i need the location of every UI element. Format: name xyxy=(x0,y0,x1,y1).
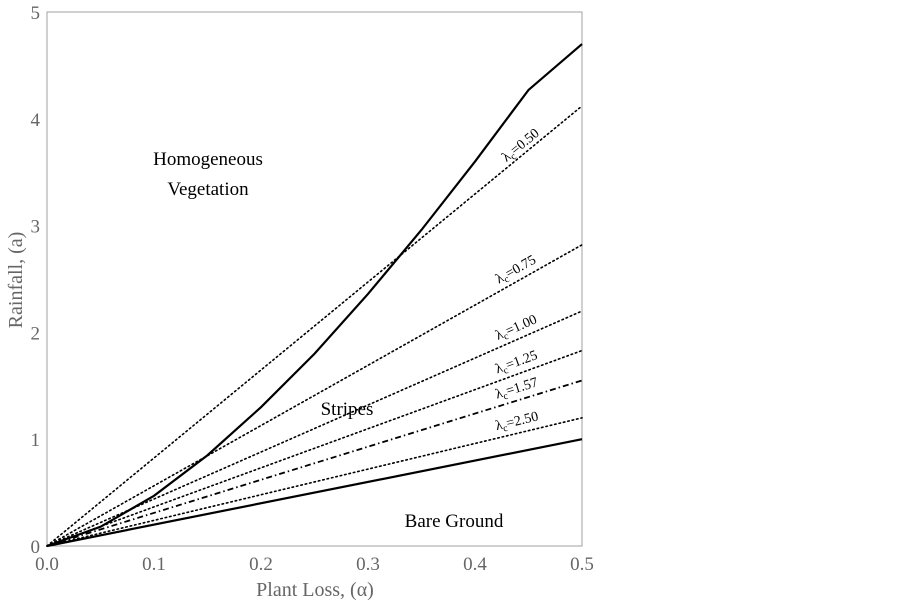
region-label-stripes: Stripes xyxy=(321,399,374,420)
x-tick-label: 0.4 xyxy=(463,554,487,575)
lambda-line-dashdot xyxy=(46,379,583,547)
curve-label: λc=2.50 xyxy=(494,409,540,436)
curve-label: λc=0.50 xyxy=(499,126,544,167)
y-tick-label: 0 xyxy=(31,537,41,558)
region-label-bare-ground: Bare Ground xyxy=(405,511,504,532)
y-tick-label: 5 xyxy=(31,3,41,24)
lower-boundary-line xyxy=(46,438,583,548)
x-tick-label: 0.5 xyxy=(570,554,594,575)
curve-label: λc=0.75 xyxy=(493,253,539,289)
upper-boundary-line xyxy=(46,43,583,548)
plot-frame xyxy=(46,11,583,547)
y-tick-label: 1 xyxy=(31,430,41,451)
x-axis-label: Plant Loss, (α) xyxy=(256,579,374,601)
x-tick-label: 0.3 xyxy=(356,554,380,575)
y-tick-label: 4 xyxy=(31,110,41,131)
region-label-vegetation: Vegetation xyxy=(167,179,249,200)
plot-area xyxy=(46,11,583,548)
region-label-homogeneous: Homogeneous xyxy=(153,149,263,170)
tick-labels: 0.0 0.1 0.2 0.3 0.4 0.5 0 1 2 3 4 5 xyxy=(31,3,594,575)
y-axis-label: Rainfall, (a) xyxy=(5,232,27,329)
lambda-line xyxy=(46,310,583,547)
x-tick-label: 0.1 xyxy=(142,554,166,575)
x-tick-label: 0.0 xyxy=(35,554,59,575)
x-tick-label: 0.2 xyxy=(249,554,273,575)
lambda-line xyxy=(46,417,583,547)
y-tick-label: 3 xyxy=(31,217,41,238)
lambda-line xyxy=(46,105,583,547)
lambda-line xyxy=(46,244,583,547)
lambda-line xyxy=(46,349,583,547)
y-tick-label: 2 xyxy=(31,323,41,344)
